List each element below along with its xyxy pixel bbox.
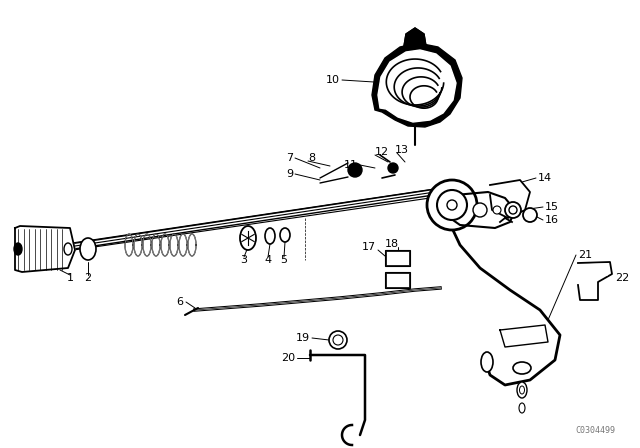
Ellipse shape: [473, 203, 487, 217]
Polygon shape: [490, 180, 530, 218]
Polygon shape: [581, 264, 607, 276]
Text: 22: 22: [615, 273, 629, 283]
Ellipse shape: [513, 362, 531, 374]
Ellipse shape: [481, 352, 493, 372]
Text: 13: 13: [395, 145, 409, 155]
Polygon shape: [404, 28, 426, 46]
Text: 17: 17: [362, 242, 376, 252]
Ellipse shape: [80, 238, 96, 260]
Ellipse shape: [427, 180, 477, 230]
Text: 20: 20: [281, 353, 295, 363]
Ellipse shape: [520, 386, 525, 394]
Bar: [385, 250, 410, 266]
Text: 16: 16: [545, 215, 559, 225]
Ellipse shape: [265, 228, 275, 244]
Ellipse shape: [505, 202, 521, 218]
Ellipse shape: [240, 226, 256, 250]
Ellipse shape: [437, 190, 467, 220]
Ellipse shape: [329, 331, 347, 349]
Text: 18: 18: [385, 239, 399, 249]
Ellipse shape: [517, 382, 527, 398]
Polygon shape: [15, 226, 75, 272]
Text: 2: 2: [84, 273, 92, 283]
Bar: [386, 251, 409, 265]
Text: 1: 1: [67, 273, 74, 283]
Text: 6: 6: [176, 297, 183, 307]
Polygon shape: [378, 50, 456, 122]
Text: 3: 3: [241, 255, 248, 265]
Ellipse shape: [447, 200, 457, 210]
Text: 8: 8: [308, 153, 315, 163]
Ellipse shape: [14, 243, 22, 255]
Text: 9: 9: [286, 169, 293, 179]
Ellipse shape: [493, 206, 501, 214]
Text: 7: 7: [286, 153, 293, 163]
Ellipse shape: [509, 206, 517, 214]
Ellipse shape: [523, 208, 537, 222]
Ellipse shape: [280, 228, 290, 242]
Ellipse shape: [64, 243, 72, 255]
Text: 14: 14: [538, 173, 552, 183]
Ellipse shape: [388, 163, 398, 173]
Polygon shape: [450, 192, 515, 228]
Text: 10: 10: [326, 75, 340, 85]
Bar: [386, 273, 409, 287]
Ellipse shape: [519, 403, 525, 413]
Ellipse shape: [333, 335, 343, 345]
Text: 21: 21: [578, 250, 592, 260]
Text: 11: 11: [344, 160, 358, 170]
Polygon shape: [372, 43, 462, 127]
Ellipse shape: [348, 163, 362, 177]
Text: C0304499: C0304499: [575, 426, 615, 435]
Text: 5: 5: [280, 255, 287, 265]
Text: 15: 15: [545, 202, 559, 212]
Text: 4: 4: [264, 255, 271, 265]
Text: 19: 19: [296, 333, 310, 343]
Polygon shape: [578, 262, 612, 300]
Text: 12: 12: [375, 147, 389, 157]
Bar: [385, 272, 410, 288]
Polygon shape: [500, 325, 548, 347]
